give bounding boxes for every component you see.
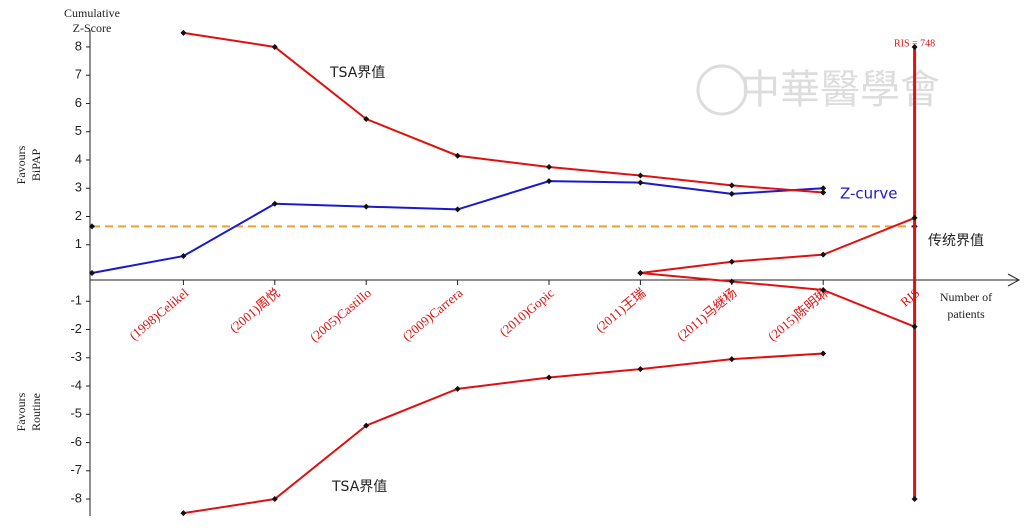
series-line [640, 272, 915, 328]
marker [728, 182, 735, 189]
ris-label: RIS = 748 [894, 38, 935, 49]
y-tick-label: 6 [75, 95, 82, 110]
marker [637, 179, 644, 186]
marker [363, 422, 370, 429]
series-name: Z-curve [840, 185, 897, 203]
marker [728, 278, 735, 285]
x-tick-label: (2015)陈明琳 [765, 285, 831, 344]
x-tick-label: (2011)王瑞 [592, 285, 648, 335]
marker [454, 152, 461, 159]
y-label: Z-Score [73, 21, 112, 35]
y-tick-label: -2 [70, 321, 82, 336]
favours-label: Favours [14, 145, 28, 184]
marker [911, 214, 918, 221]
marker [820, 251, 827, 258]
y-tick-label: 5 [75, 123, 82, 138]
marker [637, 270, 644, 276]
x-axis-arrow [1007, 273, 1021, 287]
y-tick-label: 2 [75, 208, 82, 223]
marker [911, 43, 918, 50]
marker [820, 189, 827, 196]
x-tick-label: (2005)Castillo [307, 285, 374, 345]
watermark: 中華醫學會 [740, 67, 940, 113]
marker [454, 206, 461, 213]
marker [546, 178, 552, 185]
y-tick-label: 3 [75, 180, 82, 195]
reference-label: 传统界值 [928, 233, 984, 249]
marker [271, 43, 278, 50]
marker [89, 270, 95, 276]
marker [728, 356, 735, 363]
marker [911, 496, 918, 503]
marker [820, 185, 827, 192]
marker [546, 374, 552, 381]
series-name: TSA界值 [329, 65, 385, 81]
favours-label: Routine [29, 393, 43, 431]
series-line [640, 216, 915, 274]
series-name: TSA界值 [331, 479, 387, 495]
x-label: patients [947, 307, 985, 321]
x-tick-label: (2011)马继杨 [674, 285, 740, 344]
x-tick-label: (1998)Celikel [126, 285, 191, 343]
marker [180, 253, 187, 260]
marker [728, 190, 735, 197]
x-tick-label: (2009)Carrera [399, 285, 465, 344]
y-label: Cumulative [64, 6, 120, 20]
marker [454, 385, 461, 392]
series-line [183, 352, 824, 515]
marker [728, 258, 735, 265]
marker [820, 350, 827, 357]
marker [89, 223, 95, 230]
watermark-logo [696, 64, 748, 116]
favours-label: BiPAP [29, 149, 43, 182]
y-tick-label: 4 [75, 151, 82, 166]
x-tick-label: (2010)Gopic [496, 285, 557, 339]
y-tick-label: -6 [70, 434, 82, 449]
x-label: Number of [940, 290, 992, 304]
y-tick-label: 1 [75, 236, 82, 251]
y-tick-label: -5 [70, 406, 82, 421]
marker [820, 286, 827, 293]
marker [180, 29, 187, 36]
marker [911, 323, 918, 330]
marker [637, 172, 644, 179]
marker [637, 366, 644, 373]
marker [271, 200, 278, 207]
y-tick-label: -8 [70, 490, 82, 505]
marker [363, 203, 370, 210]
marker [546, 164, 552, 171]
marker [180, 510, 187, 517]
favours-label: Favours [14, 392, 28, 431]
y-tick-label: 7 [75, 67, 82, 82]
x-tick-label: (2001)周悦 [227, 285, 283, 335]
marker [363, 116, 370, 123]
series-line [183, 31, 824, 194]
y-tick-label: 8 [75, 38, 82, 53]
y-tick-label: -3 [70, 349, 82, 364]
marker [271, 496, 278, 503]
y-tick-label: -7 [70, 462, 82, 477]
y-tick-label: -1 [70, 293, 82, 308]
y-tick-label: -4 [70, 377, 82, 392]
x-tick-label: RIS [897, 285, 922, 309]
